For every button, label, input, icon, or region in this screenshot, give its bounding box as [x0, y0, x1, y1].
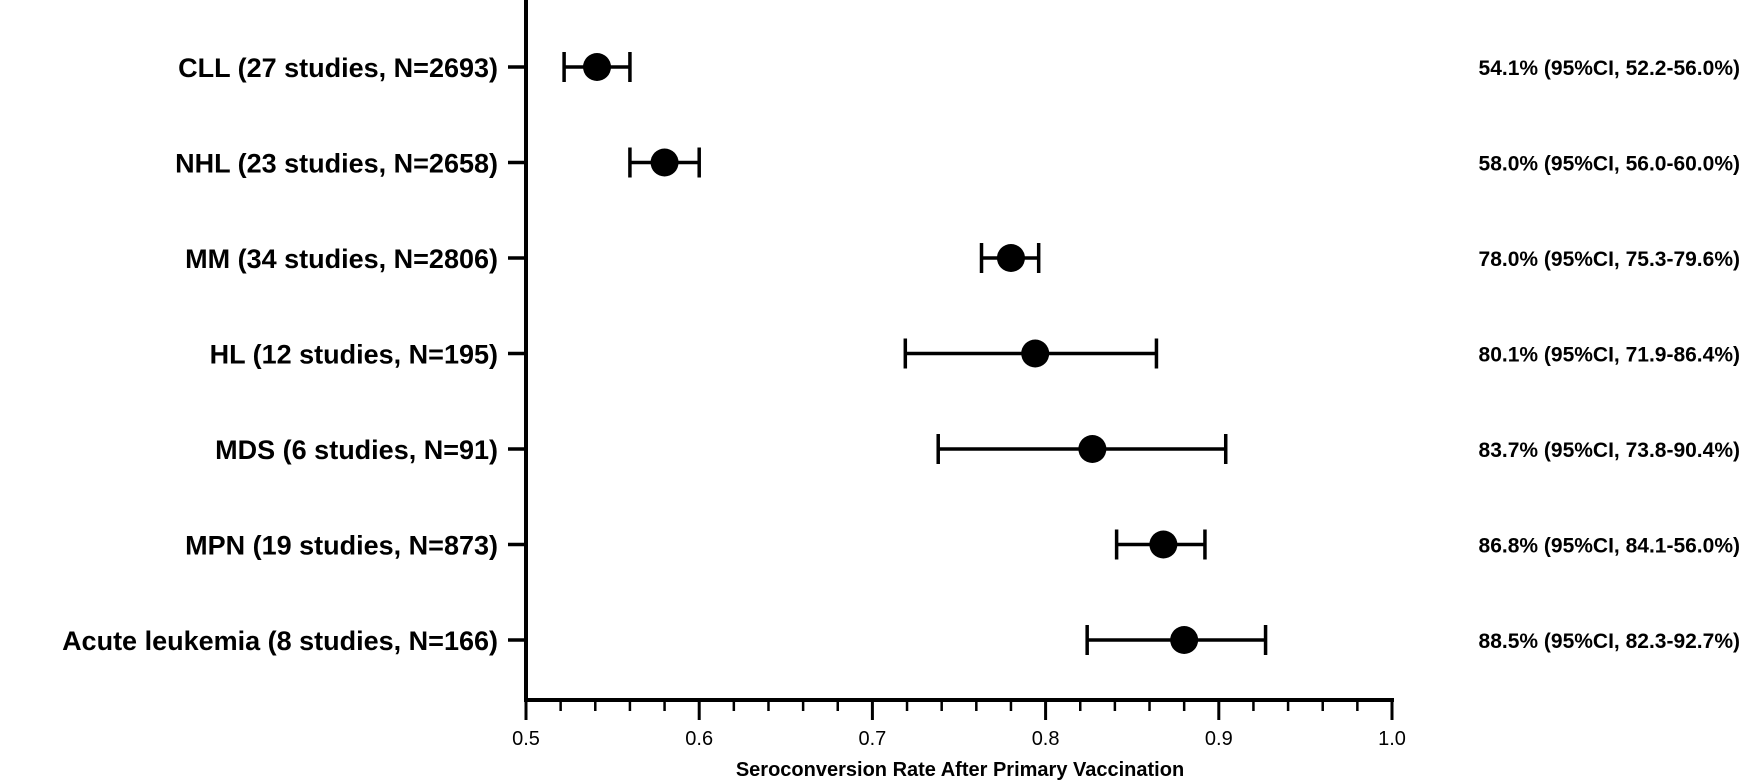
forest-row: HL (12 studies, N=195) 80.1% (95%CI, 71.9…: [210, 338, 1740, 370]
estimate-point: [996, 244, 1025, 272]
ci-text-label: 78.0% (95%CI, 75.3-79.6%): [1479, 248, 1740, 271]
axes: [524, 0, 1394, 702]
category-label: NHL (23 studies, N=2658): [175, 149, 498, 179]
x-ticks: [524, 700, 1394, 720]
ci-text-label: 80.1% (95%CI, 71.9-86.4%): [1479, 344, 1740, 367]
estimate-point: [1170, 626, 1199, 654]
forest-row: MPN (19 studies, N=873) 86.8% (95%CI, 84.…: [185, 529, 1740, 561]
x-tick-label: 0.9: [1205, 728, 1233, 750]
ci-text-label: 83.7% (95%CI, 73.8-90.4%): [1479, 439, 1740, 462]
forest-row: CLL (27 studies, N=2693) 54.1% (95%CI, 52…: [178, 52, 1740, 83]
x-tick-label: 1.0: [1378, 728, 1406, 750]
forest-row: MM (34 studies, N=2806) 78.0% (95%CI, 75.…: [185, 243, 1740, 274]
estimate-point: [583, 53, 612, 81]
ci-text-label: 86.8% (95%CI, 84.1-56.0%): [1479, 535, 1740, 558]
category-label: MDS (6 studies, N=91): [215, 435, 498, 465]
category-label: CLL (27 studies, N=2693): [178, 53, 498, 83]
estimate-point: [650, 148, 679, 177]
x-tick-label: 0.8: [1032, 728, 1060, 750]
forest-rows: CLL (27 studies, N=2693) 54.1% (95%CI, 52…: [62, 52, 1740, 656]
category-label: MPN (19 studies, N=873): [185, 531, 498, 561]
x-tick-labels: 0.5 0.6 0.7 0.8 0.9 1.0: [512, 728, 1406, 750]
x-tick-label: 0.6: [685, 728, 713, 750]
x-tick-label: 0.7: [858, 728, 886, 750]
ci-text-label: 58.0% (95%CI, 56.0-60.0%): [1479, 153, 1740, 176]
x-axis-title: Seroconversion Rate After Primary Vaccin…: [736, 759, 1184, 781]
category-label: Acute leukemia (8 studies, N=166): [62, 626, 498, 656]
ci-text-label: 54.1% (95%CI, 52.2-56.0%): [1479, 57, 1740, 80]
category-label: HL (12 studies, N=195): [210, 340, 498, 370]
estimate-point: [1078, 435, 1107, 463]
estimate-point: [1021, 339, 1050, 368]
x-tick-label: 0.5: [512, 728, 540, 750]
category-label: MM (34 studies, N=2806): [185, 244, 498, 274]
ci-text-label: 88.5% (95%CI, 82.3-92.7%): [1479, 630, 1740, 653]
forest-row: MDS (6 studies, N=91) 83.7% (95%CI, 73.8-…: [215, 434, 1740, 465]
y-ticks: [508, 65, 526, 642]
forest-row: Acute leukemia (8 studies, N=166) 88.5% (…: [62, 625, 1740, 656]
estimate-point: [1149, 530, 1178, 559]
forest-row: NHL (23 studies, N=2658) 58.0% (95%CI, 56…: [175, 147, 1740, 179]
